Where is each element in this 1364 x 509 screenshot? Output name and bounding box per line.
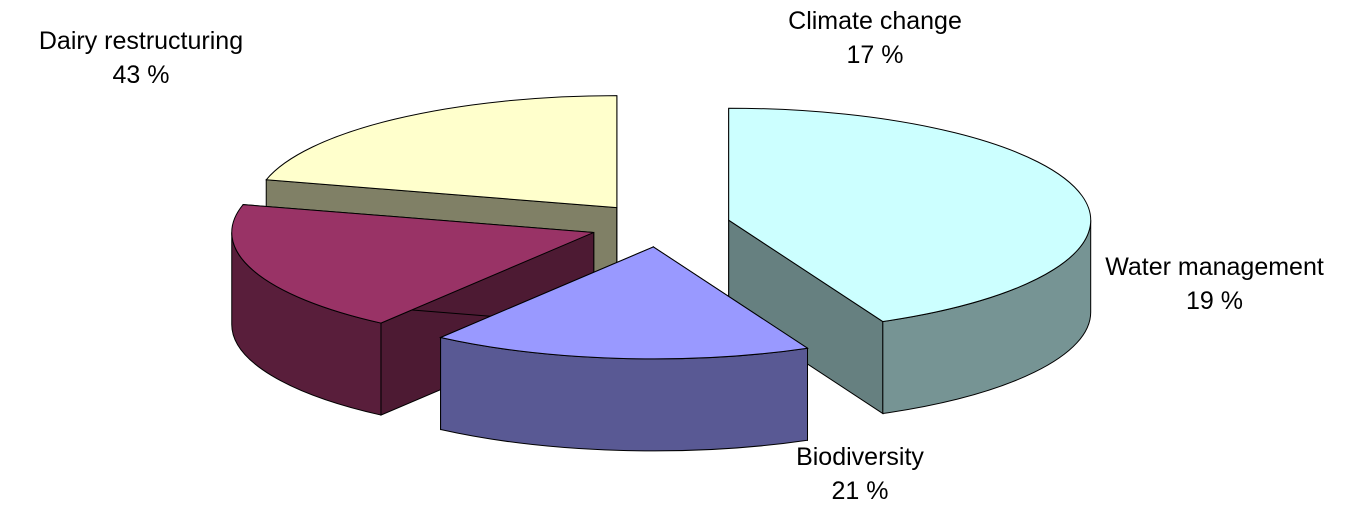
slice-top	[728, 107, 1092, 323]
slice-top	[265, 95, 618, 209]
slice-top	[231, 204, 594, 324]
slice-label-water-management: Water management 19 %	[1072, 250, 1357, 318]
slice-percent: 19 %	[1186, 287, 1243, 315]
slice-percent: 17 %	[846, 41, 904, 69]
pie-slice-dairy-restructuring	[728, 107, 1092, 415]
slice-name: Dairy restructuring	[38, 27, 244, 55]
slice-name: Water management	[1105, 253, 1324, 281]
slice-label-climate-change: Climate change 17 %	[745, 4, 1005, 72]
pie-slice-climate-change	[438, 245, 809, 452]
slice-percent: 21 %	[831, 477, 889, 505]
slice-label-dairy-restructuring: Dairy restructuring 43 %	[6, 24, 276, 92]
slice-name: Climate change	[788, 7, 962, 35]
slice-top	[438, 246, 809, 360]
slice-label-biodiversity: Biodiversity 21 %	[760, 440, 960, 508]
slice-percent: 43 %	[112, 61, 170, 89]
slice-name: Biodiversity	[796, 443, 924, 471]
